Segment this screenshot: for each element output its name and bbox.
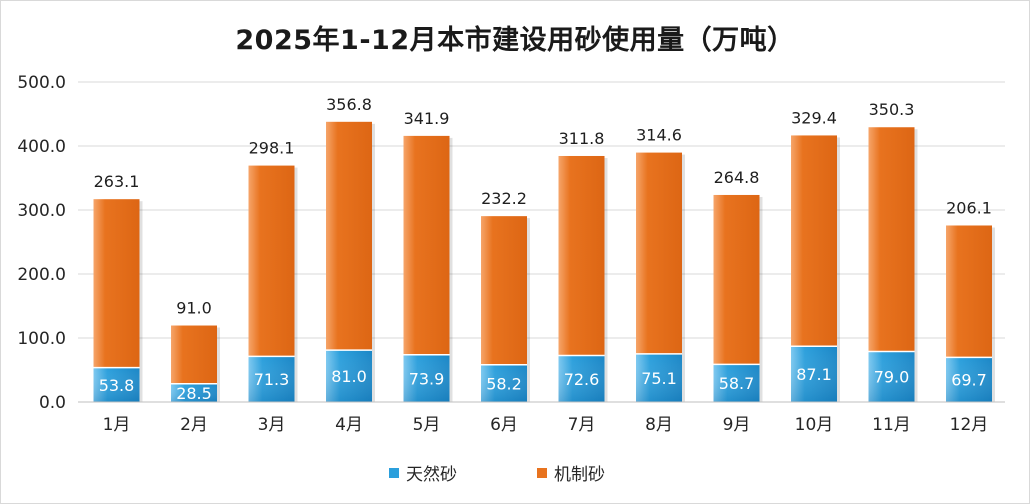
- data-label-manufactured-sand: 350.3: [869, 100, 915, 119]
- legend-label-manufactured-sand: 机制砂: [554, 465, 605, 485]
- x-tick-label: 9月: [723, 415, 751, 435]
- data-label-natural-sand: 58.2: [486, 374, 522, 393]
- legend-swatch-natural-sand: [389, 467, 399, 478]
- data-label-natural-sand: 75.1: [641, 369, 677, 388]
- bar-manufactured-sand: [481, 216, 527, 365]
- data-label-manufactured-sand: 311.8: [559, 129, 605, 148]
- legend: 天然砂 机制砂: [0, 460, 1030, 485]
- bar-natural-sand-shade: [946, 357, 992, 402]
- data-label-natural-sand: 28.5: [176, 384, 212, 403]
- x-axis: 1月 2月 3月 4月 5月 6月 7月 8月 9月 10月 11月 12月: [78, 401, 1005, 435]
- bar-natural-sand-shade: [636, 353, 682, 402]
- data-label-natural-sand: 53.8: [99, 376, 135, 395]
- data-label-natural-sand: 87.1: [796, 365, 832, 384]
- bar-manufactured-sand: [171, 325, 217, 384]
- x-tick-label: 2月: [180, 415, 208, 435]
- x-tick-label: 1月: [103, 415, 131, 435]
- data-label-natural-sand: 69.7: [951, 371, 987, 390]
- legend-item-manufactured-sand: 机制砂: [537, 460, 605, 485]
- bar-manufactured-sand: [946, 225, 992, 358]
- bar-manufactured-sand: [868, 127, 915, 352]
- data-label-manufactured-sand: 298.1: [249, 139, 295, 158]
- y-axis: 0.0 100.0 200.0 300.0 400.0 500.0: [17, 73, 66, 413]
- data-label-natural-sand: 73.9: [409, 369, 445, 388]
- gridlines: [78, 81, 1005, 339]
- bar-natural-sand-shade: [791, 346, 837, 402]
- x-tick-label: 11月: [872, 415, 911, 435]
- bar-manufactured-sand: [93, 199, 140, 368]
- data-label-manufactured-sand: 232.2: [481, 189, 527, 208]
- data-label-natural-sand: 72.6: [564, 370, 600, 389]
- bars: 263.1 53.8 91.0 28.5 298.1 71.3 356.8 81.0 341.9…: [93, 95, 995, 403]
- data-label-manufactured-sand: 314.6: [636, 126, 682, 145]
- bar-manufactured-sand: [248, 165, 295, 357]
- x-tick-label: 5月: [413, 415, 441, 435]
- bar-natural-sand-shade: [558, 355, 605, 402]
- bar-natural-sand-shade: [248, 356, 295, 402]
- x-tick-label: 10月: [795, 415, 834, 435]
- bar-natural-sand-shade: [713, 364, 760, 402]
- data-label-natural-sand: 81.0: [331, 367, 367, 386]
- y-tick-label: 500.0: [17, 73, 66, 93]
- x-tick-label: 12月: [950, 415, 989, 435]
- x-tick-label: 3月: [258, 415, 286, 435]
- y-tick-label: 200.0: [17, 265, 66, 285]
- bar-natural-sand-shade: [326, 350, 372, 402]
- data-label-natural-sand: 58.7: [719, 374, 755, 393]
- legend-label-natural-sand: 天然砂: [406, 465, 457, 485]
- data-label-manufactured-sand: 206.1: [946, 198, 992, 217]
- y-tick-label: 400.0: [17, 137, 66, 157]
- bar-manufactured-sand: [713, 194, 760, 365]
- bar-manufactured-sand: [791, 135, 837, 347]
- data-label-manufactured-sand: 91.0: [176, 299, 212, 318]
- bar-natural-sand-shade: [93, 367, 140, 402]
- data-label-manufactured-sand: 263.1: [94, 172, 140, 191]
- data-label-natural-sand: 71.3: [254, 370, 290, 389]
- x-tick-label: 6月: [490, 415, 518, 435]
- y-tick-label: 300.0: [17, 201, 66, 221]
- x-tick-label: 7月: [568, 415, 596, 435]
- data-label-manufactured-sand: 341.9: [404, 109, 450, 128]
- bar-manufactured-sand: [326, 121, 372, 351]
- bar-natural-sand-shade: [403, 354, 450, 402]
- bar-natural-sand-shade: [481, 364, 527, 402]
- x-tick-label: 8月: [645, 415, 673, 435]
- bar-manufactured-sand: [558, 155, 605, 356]
- data-label-manufactured-sand: 356.8: [326, 95, 372, 114]
- chart-title: 2025年1-12月本市建设用砂使用量（万吨）: [235, 25, 795, 56]
- legend-item-natural-sand: 天然砂: [389, 460, 457, 485]
- data-label-manufactured-sand: 264.8: [714, 168, 760, 187]
- bar-manufactured-sand: [403, 135, 450, 355]
- bar-natural-sand-shade: [171, 383, 217, 402]
- legend-swatch-manufactured-sand: [537, 467, 547, 478]
- y-tick-label: 100.0: [17, 329, 66, 349]
- data-label-manufactured-sand: 329.4: [791, 108, 837, 127]
- data-label-natural-sand: 79.0: [874, 368, 910, 387]
- x-tick-label: 4月: [335, 415, 363, 435]
- bar-manufactured-sand: [636, 152, 682, 354]
- bar-natural-sand-shade: [868, 351, 915, 402]
- y-tick-label: 0.0: [39, 393, 66, 413]
